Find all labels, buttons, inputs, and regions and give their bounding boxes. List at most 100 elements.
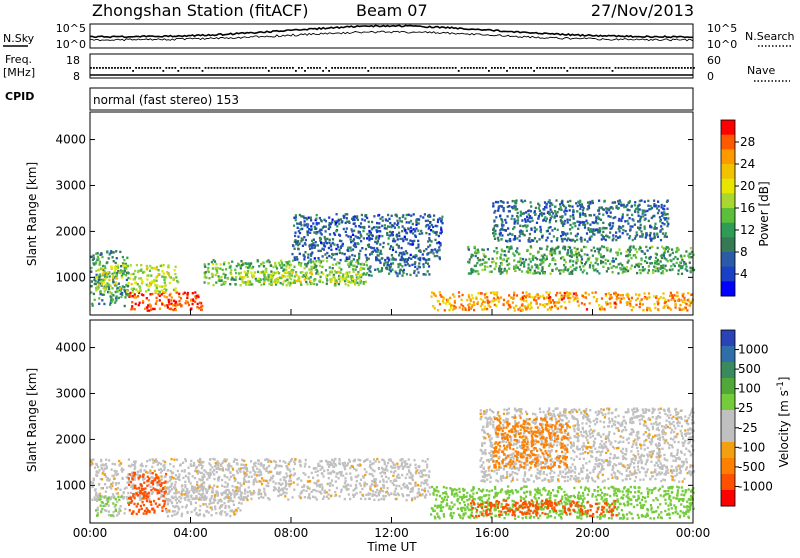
echo-cell [123,491,125,493]
echo-cell [115,482,117,484]
echo-cell [609,295,611,297]
echo-cell [388,226,390,228]
echo-cell [658,263,660,265]
echo-cell [517,266,519,268]
echo-cell [149,293,151,295]
echo-cell [660,296,662,298]
echo-cell [468,306,470,308]
echo-cell [420,230,422,232]
echo-cell [355,484,357,486]
echo-cell [399,252,401,254]
echo-cell [310,271,312,273]
echo-cell [216,471,218,473]
echo-cell [360,274,362,276]
echo-cell [200,472,202,474]
echo-cell [168,274,170,276]
echo-cell [353,218,355,220]
echo-cell [657,309,659,311]
echo-cell [396,273,398,275]
echo-cell [296,258,298,260]
echo-cell [93,257,95,259]
echo-cell [345,234,347,236]
echo-cell [592,231,594,233]
echo-cell [561,202,563,204]
echo-cell [145,290,147,292]
echo-cell [211,466,213,468]
echo-cell [635,299,637,301]
echo-cell [432,226,434,228]
echo-cell [396,475,398,477]
echo-cell [101,256,103,258]
nave-dot [256,67,258,69]
echo-cell [500,200,502,202]
echo-cell [388,259,390,261]
echo-cell [496,291,498,293]
echo-cell [650,238,652,240]
echo-cell [95,509,97,511]
echo-cell [656,295,658,297]
echo-cell [573,217,575,219]
echo-cell [188,473,190,475]
echo-cell [332,242,334,244]
nave-dot [190,67,192,69]
echo-cell [225,468,227,470]
echo-cell [569,219,571,221]
echo-cell [291,496,293,498]
echo-cell [156,280,158,282]
nave-dot [572,67,574,69]
echo-cell [315,217,317,219]
echo-cell [288,480,290,482]
echo-cell [669,295,671,297]
echo-cell [404,486,406,488]
echo-cell [230,476,232,478]
nave-dot [165,67,167,69]
echo-cell [192,303,194,305]
echo-cell [386,268,388,270]
echo-cell [648,307,650,309]
echo-cell [603,255,605,257]
echo-cell [417,244,419,246]
echo-cell [500,268,502,270]
echo-cell [128,458,130,460]
echo-cell [421,482,423,484]
echo-cell [650,256,652,258]
echo-cell [493,261,495,263]
echo-cell [549,292,551,294]
echo-cell [648,208,650,210]
echo-cell [402,484,404,486]
echo-cell [349,460,351,462]
colorbar-segment [721,179,735,194]
echo-cell [385,495,387,497]
echo-cell [530,201,532,203]
echo-cell [530,260,532,262]
echo-cell [435,295,437,297]
echo-cell [345,273,347,275]
echo-cell [119,287,121,289]
echo-cell [326,278,328,280]
echo-cell [535,299,537,301]
colorbar-tick-label: 28 [740,135,755,149]
echo-cell [382,484,384,486]
echo-cell [108,283,110,285]
echo-cell [120,296,122,298]
echo-cell [287,262,289,264]
echo-cell [494,238,496,240]
echo-cell [381,225,383,227]
echo-cell [642,215,644,217]
echo-cell [612,257,614,259]
echo-cell [347,284,349,286]
echo-cell [602,214,604,216]
echo-cell [270,265,272,267]
nave-dot [389,67,391,69]
nave-dot [633,67,635,69]
echo-cell [606,249,608,251]
echo-cell [244,281,246,283]
echo-cell [272,266,274,268]
echo-cell [130,492,132,494]
echo-cell [353,468,355,470]
echo-cell [154,470,156,472]
echo-cell [358,257,360,259]
echo-cell [427,224,429,226]
echo-cell [377,226,379,228]
echo-cell [615,239,617,241]
